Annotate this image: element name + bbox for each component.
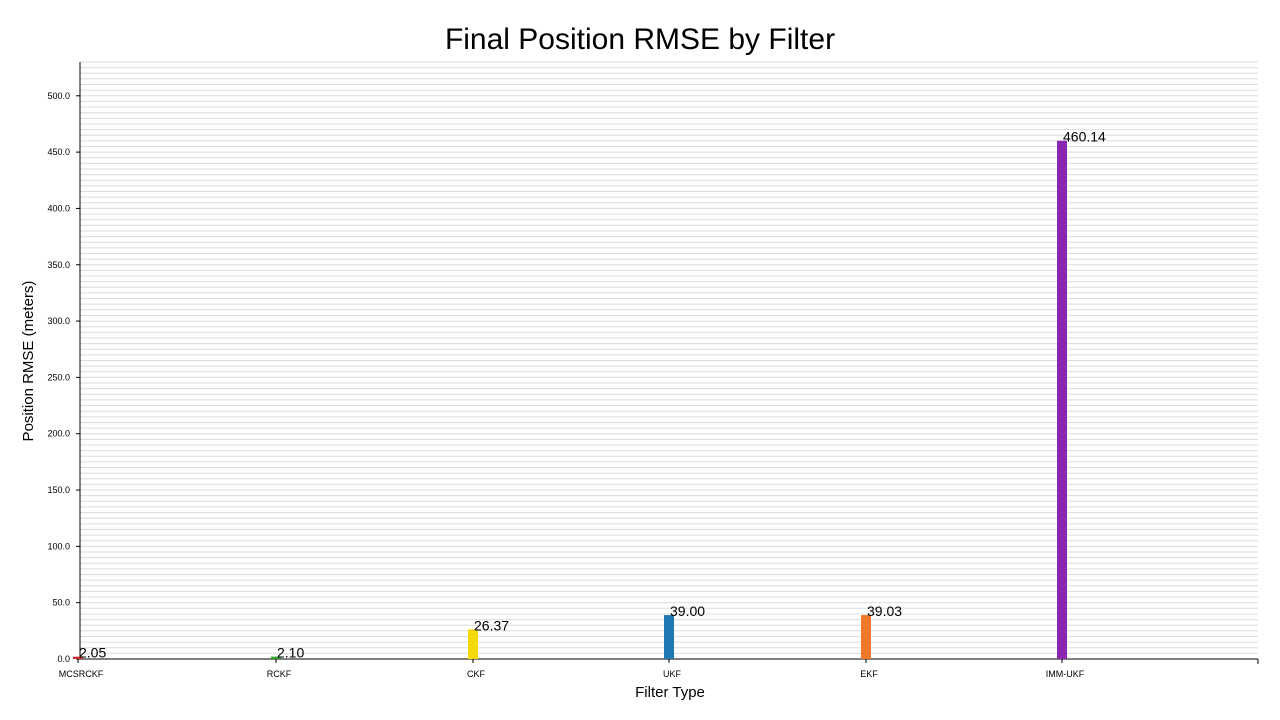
x-tick-label: UKF bbox=[663, 669, 682, 679]
y-axis-label: Position RMSE (meters) bbox=[20, 281, 37, 442]
bars bbox=[73, 140, 1067, 660]
bar bbox=[271, 656, 281, 659]
y-tick-label: 400.0 bbox=[47, 203, 70, 213]
y-tick-label: 350.0 bbox=[47, 260, 70, 270]
y-tick-label: 500.0 bbox=[47, 91, 70, 101]
y-tick-label: 100.0 bbox=[47, 541, 70, 551]
y-tick-label: 150.0 bbox=[47, 485, 70, 495]
bar bbox=[664, 615, 674, 659]
x-tick-label: RCKF bbox=[267, 669, 292, 679]
data-label: 2.10 bbox=[277, 645, 304, 661]
x-axis-label: Filter Type bbox=[635, 684, 705, 701]
y-tick-label: 200.0 bbox=[47, 429, 70, 439]
y-tick-label: 300.0 bbox=[47, 316, 70, 326]
data-labels: 2.05 2.10 26.37 39.00 39.03 460.14 bbox=[79, 129, 1106, 661]
bar bbox=[73, 656, 83, 659]
bar bbox=[861, 615, 871, 659]
data-label: 460.14 bbox=[1063, 129, 1106, 145]
y-tick-label: 0.0 bbox=[57, 654, 70, 664]
chart-title: Final Position RMSE by Filter bbox=[445, 23, 835, 56]
y-ticks: 0.0 50.0 100.0 150.0 200.0 250.0 300.0 350.0 400… bbox=[47, 91, 80, 664]
data-label: 2.05 bbox=[79, 645, 106, 661]
grid bbox=[80, 61, 1258, 660]
y-tick-label: 450.0 bbox=[47, 147, 70, 157]
bar bbox=[1057, 140, 1067, 660]
y-tick-label: 250.0 bbox=[47, 372, 70, 382]
x-tick-label: MCSRCKF bbox=[59, 669, 104, 679]
data-label: 39.03 bbox=[867, 603, 902, 619]
x-ticks: MCSRCKF RCKF CKF UKF EKF IMM-UKF bbox=[59, 659, 1085, 679]
data-label: 39.00 bbox=[670, 603, 705, 619]
bar bbox=[468, 629, 478, 659]
y-tick-label: 50.0 bbox=[52, 598, 70, 608]
x-tick-label: CKF bbox=[467, 669, 486, 679]
x-tick-label: EKF bbox=[860, 669, 878, 679]
x-tick-label: IMM-UKF bbox=[1046, 669, 1085, 679]
data-label: 26.37 bbox=[474, 617, 509, 633]
